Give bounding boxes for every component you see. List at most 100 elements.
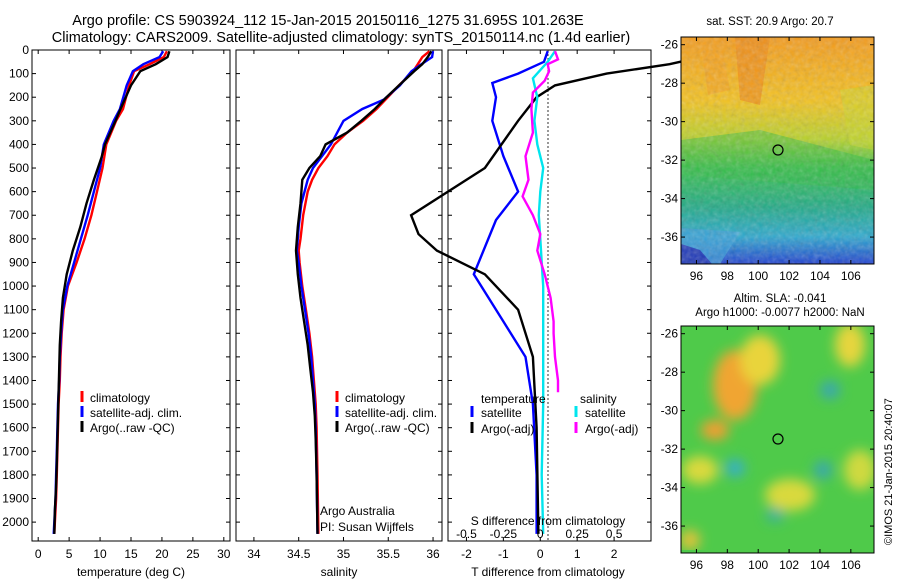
temperature-series-lines [52,50,171,534]
salinity-plot-frame [235,49,443,542]
map-x-tick-label: 102 [779,558,799,572]
sla-map-title-line1: Altim. SLA: -0.041 [734,293,827,305]
profile-line-red [53,50,168,534]
difference-plot-frame [447,49,652,542]
profile-line-black [294,50,433,534]
map-y-tick-label: -26 [661,327,679,341]
sst-map-image [681,37,874,264]
x-tick-label: 34.5 [287,547,311,561]
legend-header: temperature [481,392,546,406]
figure-title-line1: Argo profile: CS 5903924_112 15-Jan-2015… [72,13,584,29]
x-tick-label: 0 [35,547,42,561]
legend-label: satellite-adj. clim. [90,406,182,420]
sst-map-panel: sat. SST: 20.9 Argo: 20.7 96 98 100 102 104 1… [661,16,875,283]
map-x-tick-label: 98 [721,269,735,283]
map-y-tick-label: -26 [661,38,679,52]
sla-map-ticks: 96 98 100 102 104 106 -26 -28 -30 -32 -34 -36 [661,326,874,572]
x-tick-label: 20 [155,547,169,561]
y-tick-label: 1000 [2,279,29,293]
salinity-profile-panel: 34 34.5 35 35.5 36 salinity climatologysatel… [235,49,443,579]
salinity-series-lines [294,50,435,534]
sla-map-image [681,326,874,553]
sla-map-title-line2: Argo h1000: -0.0077 h2000: NaN [695,307,864,319]
y-tick-label: 700 [9,208,29,222]
figure-title-line2: Climatology: CARS2009. Satellite-adjuste… [52,30,630,46]
sst-map-title: sat. SST: 20.9 Argo: 20.7 [706,16,833,28]
t-difference-label: T difference from climatology [471,565,625,579]
difference-line-blue [472,50,549,534]
x-tick-label: 2 [611,547,618,561]
map-y-tick-label: -36 [661,230,679,244]
sla-map-frame [680,325,875,554]
map-x-tick-label: 104 [810,558,830,572]
map-y-tick-label: -28 [661,365,679,379]
s-tick-label: 0 [537,527,544,541]
legend-label: satellite-adj. clim. [345,406,437,420]
y-tick-label: 1900 [2,492,29,506]
map-x-tick-label: 100 [748,558,768,572]
salinity-axis-ticks: 34 34.5 35 35.5 36 [236,49,442,561]
x-tick-label: 10 [93,547,107,561]
map-x-tick-label: 104 [810,269,830,283]
x-tick-label: 5 [66,547,73,561]
x-tick-label: 35 [337,547,351,561]
sla-argo-marker [772,433,784,445]
s-tick-label: -0.5 [456,527,477,541]
sla-map-panel: Altim. SLA: -0.041 Argo h1000: -0.0077 h… [661,293,875,572]
x-tick-label: 34 [247,547,261,561]
y-tick-label: 1500 [2,397,29,411]
y-tick-label: 200 [9,90,29,104]
s-difference-label: S difference from climatology [471,514,626,528]
y-tick-label: 100 [9,67,29,81]
profile-line-black [53,50,171,534]
map-y-tick-label: -30 [661,115,679,129]
imos-timestamp: ©IMOS 21-Jan-2015 20:40:07 [883,398,895,545]
difference-legend: temperature salinitysatelliteArgo(-adj)sa… [470,392,638,436]
y-tick-label: 0 [22,43,29,57]
x-tick-label: 1 [574,547,581,561]
x-tick-label: -1 [498,547,509,561]
map-x-tick-label: 106 [841,269,861,283]
y-tick-label: 600 [9,185,29,199]
map-x-tick-label: 106 [841,558,861,572]
salinity-axis-label: salinity [321,565,358,579]
map-y-tick-label: -36 [661,519,679,533]
x-tick-label: 25 [186,547,200,561]
y-tick-label: 1400 [2,373,29,387]
argo-australia-note: Argo Australia [320,504,395,518]
temperature-plot-frame [31,49,231,542]
legend-label: climatology [345,391,405,405]
temperature-profile-panel: 0 5 10 15 20 25 300100200300400500600700800900… [2,43,231,579]
x-tick-label: -2 [461,547,472,561]
legend-label: satellite [481,406,522,420]
map-x-tick-label: 96 [690,558,704,572]
map-y-tick-label: -34 [661,192,679,206]
y-tick-label: 900 [9,255,29,269]
temperature-axis-ticks: 0 5 10 15 20 25 300100200300400500600700800900… [2,43,231,561]
sst-argo-marker [772,144,784,156]
y-tick-label: 500 [9,161,29,175]
x-tick-label: 35.5 [377,547,401,561]
temperature-axis-label: temperature (deg C) [77,565,185,579]
y-tick-label: 2000 [2,515,29,529]
x-tick-label: 30 [217,547,231,561]
map-x-tick-label: 98 [721,558,735,572]
s-tick-label: 0.25 [566,527,590,541]
legend-label: Argo(..raw -QC) [90,421,175,435]
profile-line-blue [52,50,165,534]
map-y-tick-label: -34 [661,481,679,495]
legend-label: Argo(-adj) [481,422,534,436]
legend-label: Argo(-adj) [585,422,638,436]
x-tick-label: 36 [426,547,440,561]
x-tick-label: 15 [124,547,138,561]
sst-map-ticks: 96 98 100 102 104 106 -26 -28 -30 -32 -34 -36 [661,37,874,283]
s-tick-label: 0.5 [606,527,623,541]
y-tick-label: 1600 [2,421,29,435]
y-tick-label: 400 [9,137,29,151]
legend-header: salinity [580,392,617,406]
pi-note: PI: Susan Wijffels [320,520,414,534]
s-tick-label: -0.25 [490,527,518,541]
difference-profile-panel: -2 -1 0 1 2 -0.5 -0.25 0 0.25 0.5 S difference fr… [409,49,726,579]
